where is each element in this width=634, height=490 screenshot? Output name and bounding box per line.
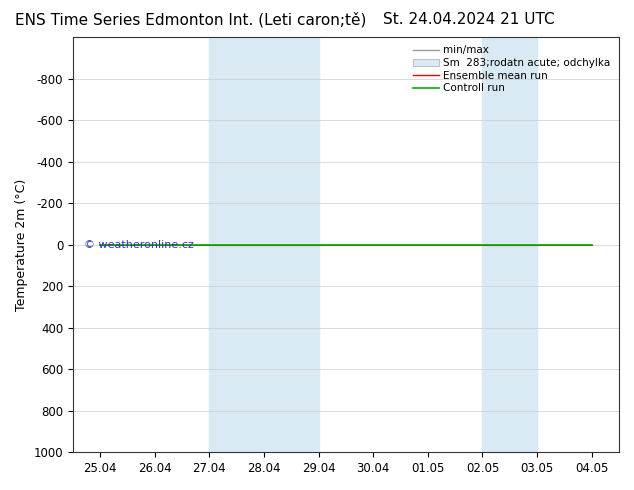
- Y-axis label: Temperature 2m (°C): Temperature 2m (°C): [15, 178, 28, 311]
- Text: © weatheronline.cz: © weatheronline.cz: [84, 240, 194, 250]
- Text: ENS Time Series Edmonton Int. (Leti caron;tě): ENS Time Series Edmonton Int. (Leti caro…: [15, 12, 366, 28]
- Legend: min/max, Sm  283;rodatn acute; odchylka, Ensemble mean run, Controll run: min/max, Sm 283;rodatn acute; odchylka, …: [410, 42, 614, 97]
- Text: St. 24.04.2024 21 UTC: St. 24.04.2024 21 UTC: [384, 12, 555, 27]
- Bar: [209, 37, 319, 452]
- Bar: [482, 37, 537, 452]
